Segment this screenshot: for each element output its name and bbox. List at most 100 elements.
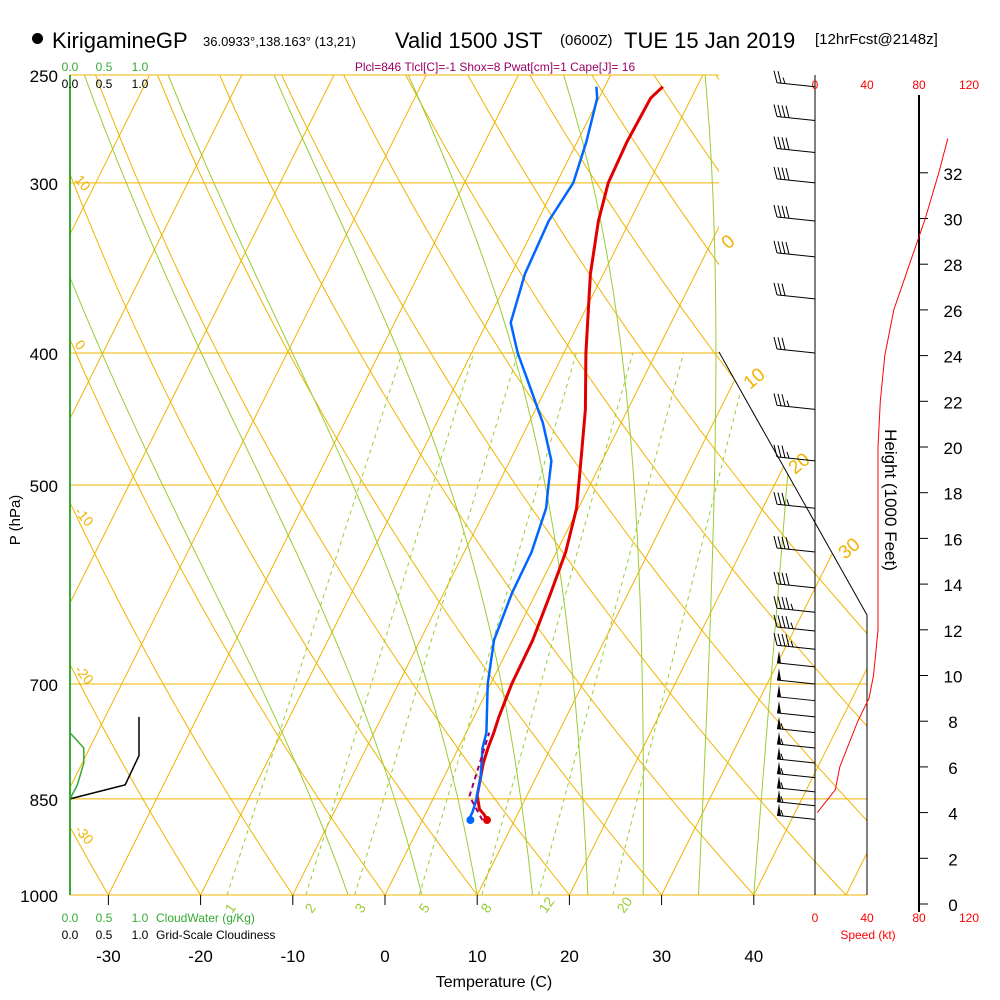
dry-adiabat-line <box>281 75 847 895</box>
wind-barb-staff <box>776 148 816 154</box>
cloudiness-top-tick: 1.0 <box>132 77 149 91</box>
speed-axis-label: Speed (kt) <box>840 928 895 942</box>
wind-barb-half <box>780 738 784 745</box>
wind-barb-staff <box>776 626 816 632</box>
cloud-water-top-tick: 0.0 <box>62 60 79 74</box>
wind-barb <box>773 571 816 589</box>
mixing-ratio-line <box>354 352 519 895</box>
height-tick-label: 14 <box>944 576 963 595</box>
dry-adiabat-label: -10 <box>72 504 97 530</box>
wind-barb-full <box>781 241 786 254</box>
wind-barb-staff <box>776 547 816 553</box>
parcel-path-trace <box>468 732 491 821</box>
speed-bottom-tick: 80 <box>912 911 926 925</box>
mixing-ratio-line <box>612 352 751 895</box>
height-tick-label: 20 <box>944 439 963 458</box>
dry-adiabat-line <box>343 75 867 895</box>
wind-barb <box>776 684 816 702</box>
cloud-water-bottom-tick: 0.0 <box>62 911 79 925</box>
wind-barb-full <box>785 634 790 647</box>
wind-barb <box>773 535 816 553</box>
wind-barb <box>773 282 816 300</box>
wind-barb-full <box>785 105 790 118</box>
wind-barb-staff <box>776 728 816 734</box>
isotherm-line <box>70 75 243 895</box>
wind-barb-full <box>773 492 778 505</box>
mixing-ratio-line <box>305 352 475 895</box>
mixing-ratio-line <box>481 352 634 895</box>
wind-barb-staff <box>776 252 816 258</box>
wind-barb-staff <box>776 787 816 793</box>
wind-barb-half <box>790 622 794 629</box>
wind-barb-staff <box>776 82 816 88</box>
pressure-tick-label: 400 <box>30 345 58 364</box>
wind-barb-full <box>777 393 782 406</box>
mixing-ratio-label: 20 <box>613 894 635 916</box>
cloudiness-top-tick: 0.0 <box>62 77 79 91</box>
wind-barb-full <box>777 167 782 180</box>
dry-adiabat-label: 10 <box>72 172 94 194</box>
wind-barb-full <box>773 633 778 646</box>
wind-barb <box>776 668 816 685</box>
valid-time: Valid 1500 JST <box>395 28 543 53</box>
isotherm-line <box>845 75 867 895</box>
wind-barb-full <box>781 445 786 458</box>
wind-barb-pennant <box>777 803 781 816</box>
wind-barb-full <box>773 166 778 179</box>
wind-barb <box>776 803 816 820</box>
wind-barb-half <box>780 723 784 730</box>
wind-barb-full <box>777 70 782 84</box>
wind-barb-staff <box>776 773 816 779</box>
pressure-tick-label: 1000 <box>20 887 58 906</box>
wind-barb-full <box>773 571 778 585</box>
wind-barb-half <box>790 640 794 647</box>
moist-adiabat-line <box>167 75 478 895</box>
wind-barb-full <box>785 241 790 255</box>
cloudiness-label: Grid-Scale Cloudiness <box>156 928 275 942</box>
wind-barb-staff <box>776 696 816 702</box>
wind-barb <box>773 492 816 509</box>
speed-bottom-tick: 120 <box>959 911 979 925</box>
wind-barb <box>773 633 816 650</box>
dry-adiabat-line <box>70 75 202 895</box>
station-coordinates: 36.0933°,138.163° (13,21) <box>203 34 356 49</box>
wind-barb-pennant <box>777 775 781 788</box>
wind-barb <box>773 166 816 184</box>
y-axis-label: P (hPa) <box>7 495 24 546</box>
wind-barb-full <box>777 337 782 350</box>
wind-barb-full <box>781 572 786 585</box>
pressure-tick-label: 300 <box>30 175 58 194</box>
cloud-water-bottom-tick: 1.0 <box>132 911 149 925</box>
surface-dewpoint-dot <box>466 816 475 825</box>
wind-barb-half <box>786 451 790 459</box>
wind-barb-staff <box>776 743 816 749</box>
dry-adiabat-label: -30 <box>72 822 97 848</box>
wind-barb-staff <box>776 404 816 410</box>
moist-adiabat-label: 30 <box>835 534 865 564</box>
wind-barb-staff <box>776 456 816 462</box>
dry-adiabat-label: 0 <box>72 337 89 353</box>
wind-barb-full <box>785 167 790 181</box>
wind-barb-full <box>773 336 778 350</box>
wind-barb <box>773 393 816 410</box>
wind-barb <box>773 596 816 613</box>
wind-barb-staff <box>776 679 816 685</box>
speed-top-tick: 80 <box>912 78 926 92</box>
wind-barb-full <box>773 596 778 609</box>
wind-barb <box>776 775 816 793</box>
surface-temperature-dot <box>483 816 492 825</box>
wind-barb-full <box>777 445 782 458</box>
temperature-tick-label: -20 <box>188 947 213 966</box>
wind-barb-full <box>781 394 786 407</box>
wind-barb-full <box>777 205 782 218</box>
wind-barb-staff <box>776 662 816 668</box>
wind-barb-pennant <box>777 650 781 663</box>
height-tick-label: 10 <box>944 668 963 687</box>
wind-barb-full <box>773 240 778 253</box>
wind-barb-staff <box>776 178 816 184</box>
wind-barb <box>773 336 816 354</box>
wind-barb-half <box>782 77 786 84</box>
wind-barb-full <box>773 535 778 549</box>
